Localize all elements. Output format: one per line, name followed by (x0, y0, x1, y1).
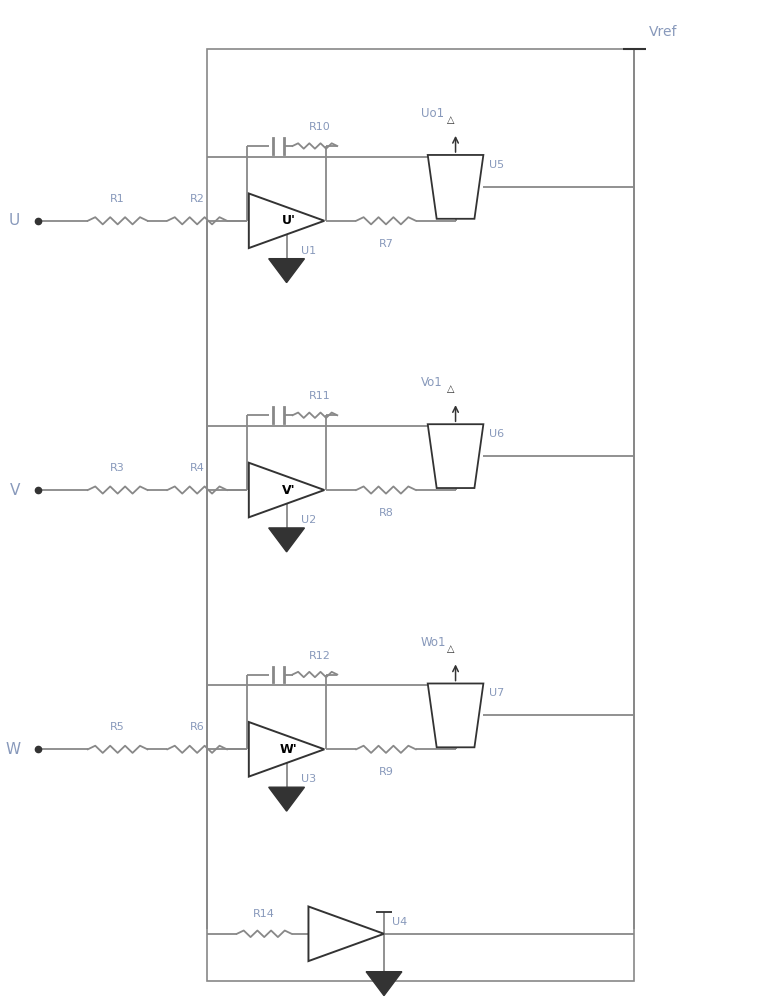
Text: W': W' (279, 743, 297, 756)
Text: R10: R10 (309, 122, 330, 132)
Text: △: △ (447, 644, 455, 654)
Text: U: U (9, 213, 20, 228)
Text: R1: R1 (110, 194, 125, 204)
Polygon shape (249, 193, 324, 248)
Text: U4: U4 (392, 917, 407, 927)
Polygon shape (428, 155, 483, 219)
Text: V': V' (282, 484, 296, 497)
Text: R3: R3 (110, 463, 125, 473)
Text: R6: R6 (190, 722, 205, 732)
Text: R4: R4 (190, 463, 205, 473)
Text: R14: R14 (253, 909, 275, 919)
Text: Vo1: Vo1 (421, 376, 442, 389)
Text: △: △ (447, 384, 455, 394)
Text: U6: U6 (489, 429, 504, 439)
Text: U1: U1 (300, 246, 316, 256)
Text: R5: R5 (110, 722, 125, 732)
Bar (207, 49, 635, 981)
Text: U2: U2 (300, 515, 316, 525)
Polygon shape (269, 259, 304, 283)
Text: U3: U3 (300, 774, 316, 784)
Polygon shape (309, 907, 384, 961)
Text: U': U' (282, 214, 296, 227)
Text: R9: R9 (378, 767, 394, 777)
Text: R2: R2 (190, 194, 205, 204)
Text: U5: U5 (489, 160, 504, 170)
Text: Wo1: Wo1 (421, 636, 446, 649)
Polygon shape (428, 424, 483, 488)
Polygon shape (366, 972, 402, 996)
Text: U7: U7 (489, 688, 505, 698)
Polygon shape (249, 722, 324, 777)
Text: △: △ (447, 115, 455, 125)
Text: R7: R7 (378, 239, 394, 249)
Polygon shape (428, 683, 483, 747)
Text: W: W (5, 742, 20, 757)
Text: Uo1: Uo1 (421, 107, 444, 120)
Text: Vref: Vref (649, 25, 678, 39)
Text: R8: R8 (378, 508, 394, 518)
Text: R11: R11 (309, 391, 330, 401)
Polygon shape (269, 787, 304, 811)
Text: R12: R12 (309, 651, 331, 661)
Polygon shape (249, 463, 324, 517)
Text: V: V (10, 483, 20, 498)
Polygon shape (269, 528, 304, 552)
